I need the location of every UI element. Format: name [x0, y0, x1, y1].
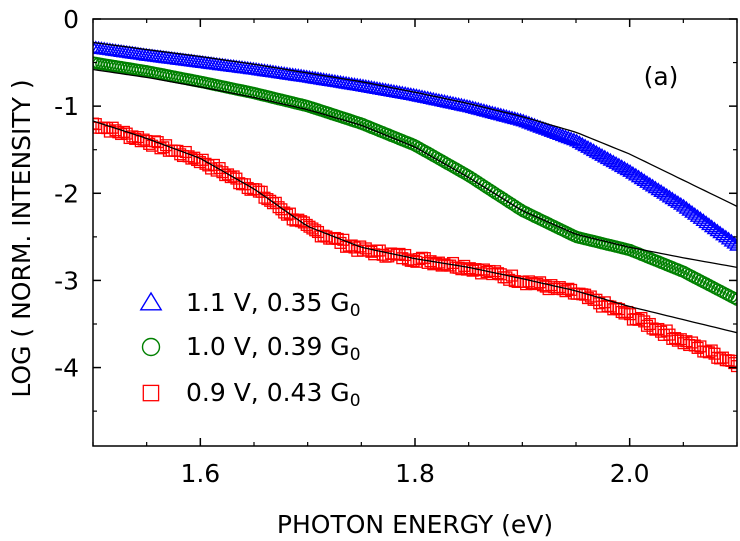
data-point: [730, 293, 737, 306]
data-point: [672, 196, 689, 210]
data-point: [619, 162, 636, 176]
legend-label-circle: 1.0 V, 0.39 G0: [186, 332, 361, 365]
data-point: [571, 135, 588, 149]
data-point: [681, 202, 698, 216]
data-point: [706, 221, 723, 235]
data-point: [664, 191, 681, 205]
data-point: [627, 167, 644, 181]
data-point: [723, 233, 737, 247]
fit-line-triangle: [93, 41, 737, 207]
data-point: [692, 211, 709, 224]
series-square: [93, 117, 737, 373]
data-point: [653, 184, 669, 198]
data-point: [641, 176, 658, 190]
data-point: [686, 206, 703, 220]
y-tick-label: -2: [54, 179, 79, 208]
data-point: [658, 187, 675, 201]
data-point: [678, 200, 695, 214]
data-point: [613, 159, 630, 173]
x-tick-label: 2.0: [610, 459, 650, 488]
data-point: [698, 215, 714, 229]
fit-line-square: [93, 120, 737, 334]
data-point: [608, 155, 624, 169]
data-point: [611, 157, 627, 171]
y-tick-label: -3: [54, 266, 79, 295]
legend-subscript: 0: [350, 301, 361, 321]
data-point: [715, 227, 731, 241]
data-point: [720, 231, 737, 245]
data-point: [622, 163, 638, 177]
series-triangle: [93, 39, 737, 251]
legend-marker-square: [142, 384, 160, 402]
panel-label: (a): [644, 62, 679, 91]
data-point: [636, 173, 653, 187]
frame-layer: [92, 18, 738, 447]
data-point: [580, 139, 596, 153]
data-point: [675, 198, 692, 212]
data-point: [656, 185, 672, 199]
data-point: [605, 154, 622, 168]
data-point: [616, 160, 633, 174]
data-point: [670, 195, 686, 208]
data-point: [577, 138, 593, 152]
data-point: [709, 223, 726, 237]
text-layer: 1.6 1.8 2.0 0 -1 -2 -3 -4 PHOTON ENERGY (eV) LOG …: [7, 5, 678, 539]
data-point: [684, 204, 700, 218]
data-point: [585, 143, 602, 157]
data-point: [712, 225, 728, 239]
data-layer: [93, 39, 737, 373]
data-point: [661, 189, 678, 203]
y-tick-label: -1: [54, 92, 79, 121]
data-point: [703, 219, 720, 233]
data-point: [599, 151, 616, 165]
legend-label-square: 0.9 V, 0.43 G0: [186, 378, 361, 411]
series-circle: [93, 56, 737, 306]
data-point: [726, 235, 737, 249]
y-axis-label: LOG ( NORM. INTENSITY ): [7, 79, 36, 397]
data-point: [568, 133, 585, 147]
data-point: [582, 141, 599, 155]
data-point: [667, 193, 683, 207]
data-point: [695, 213, 712, 227]
y-tick-label: 0: [63, 5, 79, 34]
data-point: [644, 178, 661, 192]
data-point: [689, 208, 706, 222]
x-axis-label: PHOTON ENERGY (eV): [277, 510, 553, 539]
data-point: [591, 146, 608, 160]
legend-marker-triangle: [139, 291, 163, 311]
data-point: [574, 136, 591, 150]
data-point: [594, 147, 610, 161]
data-point: [630, 169, 647, 183]
data-point: [728, 357, 737, 370]
legend-subscript: 0: [350, 345, 361, 365]
data-point: [639, 174, 655, 188]
y-tick-label: -4: [54, 354, 79, 383]
legend-subscript: 0: [350, 391, 361, 411]
data-point: [588, 144, 605, 158]
data-point: [717, 229, 734, 243]
legend-label-triangle: 1.1 V, 0.35 G0: [186, 288, 361, 321]
data-point: [633, 171, 650, 185]
data-point: [701, 217, 717, 231]
data-point: [596, 149, 613, 163]
data-point: [602, 152, 619, 166]
x-tick-label: 1.6: [180, 459, 220, 488]
legend-marker-circle: [141, 337, 161, 357]
data-point: [625, 165, 641, 179]
data-point: [650, 182, 667, 196]
data-point: [647, 180, 664, 194]
data-point: [729, 237, 737, 251]
fit-line-circle: [93, 68, 737, 269]
x-tick-label: 1.8: [395, 459, 435, 488]
